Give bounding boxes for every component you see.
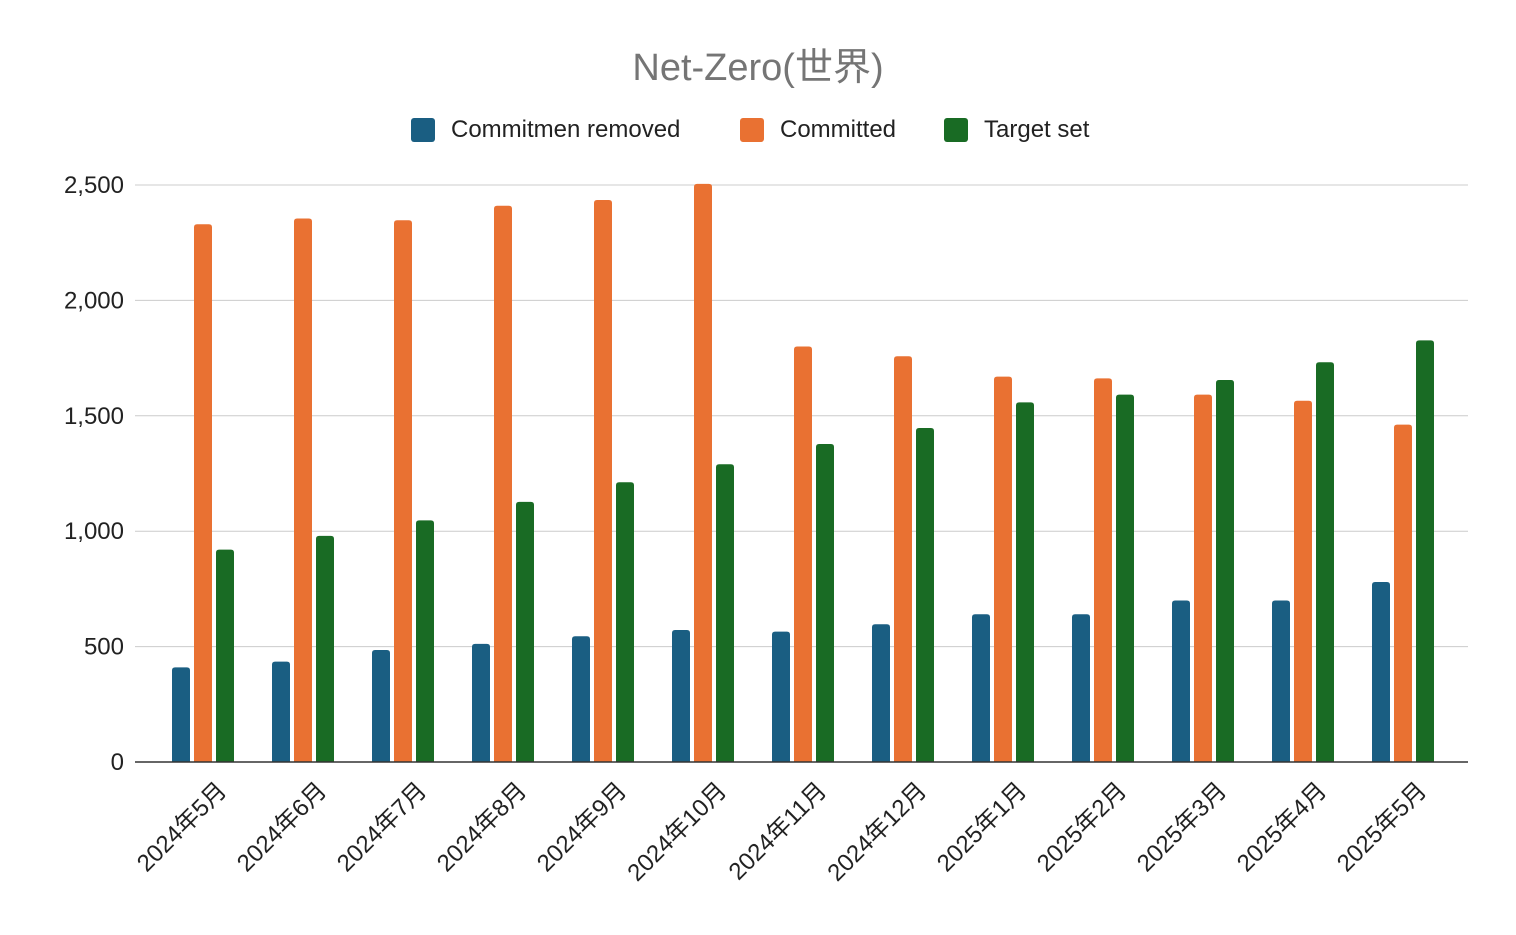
y-tick-label: 2,500: [64, 172, 124, 199]
bar-commitmen-removed: [372, 650, 390, 762]
bar-target-set: [316, 535, 334, 762]
bar-committed: [594, 200, 612, 762]
bar-committed: [294, 218, 312, 762]
bar-committed: [794, 346, 812, 762]
x-tick-label: 2025年1月: [932, 777, 1032, 877]
chart-title: Net-Zero(世界): [632, 47, 883, 89]
x-tick-label: 2024年11月: [724, 777, 832, 885]
bar-commitmen-removed: [1272, 600, 1290, 762]
bar-committed: [194, 224, 212, 763]
legend: Commitmen removed Committed Target set: [411, 116, 1090, 143]
x-tick-label: 2024年5月: [132, 777, 232, 877]
bar-target-set: [1316, 362, 1334, 762]
bar-target-set: [416, 520, 434, 762]
legend-swatch: [944, 118, 968, 142]
y-tick-label: 0: [111, 749, 124, 776]
bar-commitmen-removed: [472, 643, 490, 762]
bar-committed: [394, 220, 412, 763]
y-tick-label: 1,000: [64, 518, 124, 545]
legend-label: Target set: [984, 116, 1090, 143]
bar-commitmen-removed: [572, 636, 590, 762]
bar-commitmen-removed: [1372, 581, 1390, 762]
bar-target-set: [516, 501, 534, 762]
bar-commitmen-removed: [872, 624, 890, 762]
bar-commitmen-removed: [772, 631, 790, 762]
y-tick-label: 2,000: [64, 287, 124, 314]
legend-label: Commitmen removed: [451, 116, 680, 143]
legend-swatch: [740, 118, 764, 142]
x-tick-label: 2024年10月: [622, 777, 732, 887]
bar-committed: [1094, 378, 1112, 762]
legend-label: Committed: [780, 116, 896, 143]
bar-target-set: [816, 443, 834, 762]
bar-target-set: [1016, 402, 1034, 762]
bar-commitmen-removed: [272, 661, 290, 762]
bar-committed: [694, 183, 712, 762]
bar-target-set: [216, 549, 234, 762]
x-tick-label: 2024年9月: [532, 777, 632, 877]
x-tick-label: 2025年4月: [1232, 777, 1332, 877]
bar-committed: [1394, 424, 1412, 762]
x-tick-label: 2024年12月: [822, 777, 932, 887]
y-tick-label: 500: [84, 634, 124, 661]
legend-swatch: [411, 118, 435, 142]
bars: [172, 183, 1434, 763]
bar-target-set: [616, 482, 634, 762]
bar-commitmen-removed: [972, 614, 990, 762]
x-tick-label: 2024年6月: [232, 777, 332, 877]
x-tick-label: 2024年7月: [332, 777, 432, 877]
x-tick-label: 2025年2月: [1032, 777, 1132, 877]
bar-commitmen-removed: [1172, 600, 1190, 762]
bar-commitmen-removed: [172, 667, 190, 762]
bar-committed: [494, 205, 512, 763]
x-tick-label: 2025年5月: [1332, 777, 1432, 877]
bar-target-set: [1116, 394, 1134, 762]
bar-target-set: [1216, 380, 1234, 762]
bar-target-set: [716, 464, 734, 762]
bar-committed: [1294, 400, 1312, 762]
x-tick-label: 2024年8月: [432, 777, 532, 877]
y-tick-label: 1,500: [64, 403, 124, 430]
bar-committed: [994, 376, 1012, 762]
bar-commitmen-removed: [672, 629, 690, 762]
y-axis-ticks: 0 500 1,000 1,500 2,000 2,500: [64, 172, 124, 776]
x-tick-label: 2025年3月: [1132, 777, 1232, 877]
x-axis-ticks: 2024年5月 2024年6月 2024年7月 2024年8月 2024年9月2024年…: [132, 777, 1432, 887]
bar-committed: [894, 356, 912, 762]
bar-committed: [1194, 394, 1212, 762]
bar-commitmen-removed: [1072, 614, 1090, 762]
bar-target-set: [916, 428, 934, 762]
bar-target-set: [1416, 340, 1434, 762]
